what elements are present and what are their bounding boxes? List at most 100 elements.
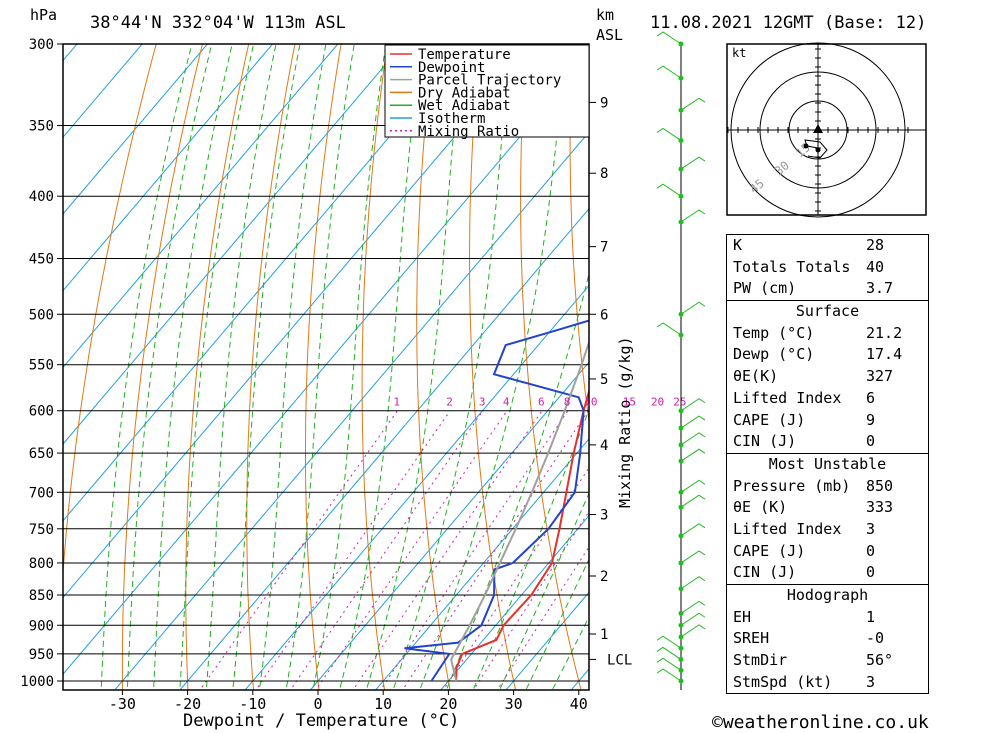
isotherm-line — [244, 284, 589, 690]
y-tick-label: 900 — [29, 618, 54, 634]
surface-title: Surface — [795, 302, 860, 321]
y-tick-label: 550 — [29, 358, 54, 374]
wind-barb — [680, 209, 706, 223]
dry-adiabat-line — [246, 44, 296, 690]
wet-adiabat-line — [232, 44, 301, 690]
wind-barb — [680, 612, 706, 626]
wind-barb — [656, 635, 682, 649]
wet-adiabat-line — [498, 492, 589, 690]
surface-row: CAPE (J) 9 — [733, 410, 876, 429]
mixing-ratio-label: 8 — [564, 396, 571, 409]
dry-adiabat-line — [569, 44, 589, 425]
legend-label: Temperature — [418, 47, 511, 63]
hodograph-point — [803, 143, 809, 149]
mixing-ratio-label: 6 — [538, 396, 545, 409]
dry-adiabat-line — [468, 44, 517, 690]
mixing-ratio-label: 20 — [651, 396, 664, 409]
surface-row: Dewp (°C) 17.4 — [733, 345, 903, 364]
wet-adiabat-line — [339, 44, 423, 690]
km-tick-label: 9 — [600, 95, 608, 111]
mixing-ratio-line — [472, 510, 589, 690]
mixing-ratio-line — [199, 410, 398, 690]
mixing-ratio-label: 10 — [584, 396, 597, 409]
wet-adiabat-line — [153, 44, 233, 690]
most-unstable-title: Most Unstable — [768, 454, 887, 473]
y-tick-label: 850 — [29, 588, 54, 604]
y-tick-label: 1000 — [20, 674, 54, 690]
wet-adiabat-line — [100, 44, 193, 690]
wind-barb — [656, 646, 682, 660]
asl-label: ASL — [596, 26, 623, 44]
mixing-ratio-label: 1 — [393, 396, 400, 409]
hodograph-title: Hodograph — [786, 586, 869, 604]
wind-barb — [656, 668, 682, 682]
datetime-label: 11.08.2021 12GMT (Base: 12) — [650, 13, 926, 33]
x-tick-label: 40 — [570, 695, 588, 713]
wet-adiabat-line — [392, 44, 511, 690]
copyright: ©weatheronline.co.uk — [712, 712, 929, 733]
location-title: 38°44'N 332°04'W 113m ASL — [90, 13, 346, 33]
wet-adiabat-line — [312, 44, 387, 690]
km-tick-label: 7 — [600, 240, 608, 256]
most-unstable-row: CAPE (J) 0 — [733, 541, 876, 560]
wind-barb — [680, 550, 706, 564]
km-tick-label: 4 — [600, 438, 608, 454]
wind-barb — [656, 31, 682, 45]
legend-label: Wet Adiabat — [418, 98, 511, 114]
isotherm-line — [63, 44, 143, 139]
index-row-pw: PW (cm) 3.7 — [733, 279, 894, 298]
dry-adiabat-line — [185, 44, 250, 690]
y-tick-label: 500 — [29, 307, 54, 323]
mixing-ratio-line — [315, 410, 508, 690]
wind-barb — [680, 301, 706, 315]
km-tick-label: 3 — [600, 507, 608, 523]
y-tick-label: 700 — [29, 485, 54, 501]
most-unstable-row: CIN (J) 0 — [733, 563, 876, 582]
wind-barb — [680, 398, 706, 412]
y-tick-label: 400 — [29, 189, 54, 205]
dewpoint-line — [404, 319, 589, 682]
surface-row: CIN (J) 0 — [733, 432, 876, 451]
mixing-ratio-label: 4 — [503, 396, 510, 409]
surface-row: θE(K) 327 — [733, 367, 894, 386]
index-row-k: K 28 — [733, 236, 885, 254]
hpa-label: hPa — [30, 6, 57, 24]
dry-adiabat-line — [520, 44, 582, 690]
wind-barb — [680, 415, 706, 429]
hodograph-row: EH 1 — [733, 607, 876, 626]
km-tick-label: LCL — [607, 652, 632, 668]
km-tick-label: 6 — [600, 307, 608, 323]
isotherm-line — [179, 207, 589, 690]
y-tick-label: 750 — [29, 522, 54, 538]
isotherm-line — [374, 438, 589, 690]
mixing-ratio-axis-title: Mixing Ratio (g/kg) — [616, 336, 634, 508]
hodograph-row: SREH -0 — [733, 629, 885, 648]
x-tick-label: 0 — [313, 695, 322, 713]
wet-adiabat-line — [205, 44, 277, 690]
legend-label: Parcel Trajectory — [418, 73, 561, 89]
mixing-ratio-label: 3 — [479, 396, 486, 409]
wet-adiabat-line — [472, 408, 589, 690]
wind-barb — [680, 523, 706, 537]
wet-adiabat-line — [285, 44, 355, 690]
mixing-ratio-label: 15 — [623, 396, 636, 409]
parcel-trajectory-line — [450, 339, 589, 682]
wet-adiabat-line — [258, 44, 327, 690]
wind-barb — [656, 65, 682, 79]
y-tick-label: 600 — [29, 404, 54, 420]
legend-label: Dry Adiabat — [418, 85, 511, 101]
legend-label: Mixing Ratio — [418, 124, 519, 140]
y-tick-label: 300 — [29, 37, 54, 53]
km-label: km — [596, 6, 614, 24]
storm-motion-marker — [813, 124, 823, 133]
wind-barb — [656, 183, 682, 197]
isotherm-line — [63, 44, 339, 369]
dry-adiabat-line — [305, 44, 342, 690]
indices-table-top: K 28 Totals Totals 40 PW (cm) 3.7 Surface T… — [726, 234, 929, 695]
hodograph-unit: kt — [732, 46, 746, 60]
dry-adiabat-line — [121, 44, 203, 690]
isotherm-line — [63, 44, 404, 445]
wet-adiabat-line — [365, 44, 464, 690]
